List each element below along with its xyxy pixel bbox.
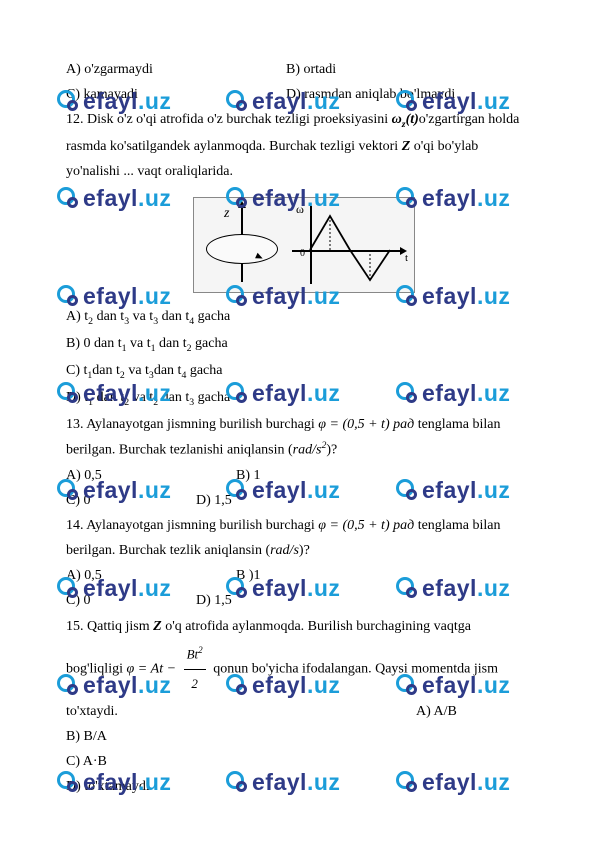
q12-line1: 12. Disk o'z o'qi atrofida o'z burchak t…	[66, 108, 542, 133]
q15-num-sup: 2	[198, 645, 203, 655]
q13-pre: 13. Aylanayotgan jismning burilish burch…	[66, 417, 318, 432]
od-m2: va t	[129, 390, 153, 405]
z-label: z	[224, 206, 229, 222]
q13-formula: φ = (0,5 + t) рад	[318, 417, 414, 432]
q13-ab: A) 0,5B) 1	[66, 464, 542, 487]
q14-formula: φ = (0,5 + t) рад	[318, 518, 414, 533]
q12-line3: yo'nalishi ... vaqt oraliqlarida.	[66, 160, 542, 183]
q14-cd: C) 0D) 1,5	[66, 589, 542, 612]
q15-line1: 15. Qattiq jism Z o'q atrofida aylanmoqd…	[66, 615, 542, 638]
q15-l2-post: qonun bo'yicha ifodalangan. Qaysi moment…	[213, 661, 498, 676]
oa-pre: A) t	[66, 309, 88, 324]
q13-b: B) 1	[236, 468, 261, 483]
q15-line3: to'xtaydi. A) A/B	[66, 700, 542, 723]
q12-opt-b: B) 0 dan t1 va t1 dan t2 gacha	[66, 332, 542, 357]
q15-z: Z	[153, 619, 162, 634]
q12-line2: rasmda ko'satilgandek aylanmoqda. Burcha…	[66, 135, 542, 158]
q14-l2-pre: berilgan. Burchak tezlik aniqlansin (	[66, 543, 270, 558]
q15-line2: bog'liqligi φ = At − Bt2 2 qonun bo'yich…	[66, 640, 542, 699]
q15-phi: φ = At −	[126, 661, 176, 676]
q14-c: C) 0	[66, 589, 196, 612]
oa-m2: va t	[129, 309, 153, 324]
opt-b: B) ortadi	[286, 58, 542, 81]
q15-num-txt: Bt	[187, 646, 199, 661]
od-pre: D) t	[66, 390, 88, 405]
q15-frac-den: 2	[184, 670, 206, 699]
q15-opt-c: C) A·B	[66, 750, 542, 773]
ob-m2: dan t	[156, 336, 187, 351]
page-root: A) o'zgarmaydi B) ortadi C) kamayadi D) …	[0, 0, 596, 842]
q12-l2-post: o'qi bo'ylab	[410, 139, 478, 154]
q12-l2-pre: rasmda ko'satilgandek aylanmoqda. Burcha…	[66, 139, 402, 154]
q13-l2-pre: berilgan. Burchak tezlanishi aniqlansin …	[66, 443, 293, 458]
q12-opt-c: C) t1dan t2 va t3dan t4 gacha	[66, 359, 542, 384]
q12-diagram: z ω t 0	[193, 197, 415, 293]
oc-m1: dan t	[92, 363, 120, 378]
q14-d: D) 1,5	[196, 593, 232, 608]
q15-opt-d: D) to'xtamaydi	[66, 775, 542, 798]
q12-t: (t)	[406, 112, 419, 127]
q14-b: B )1	[236, 568, 261, 583]
q14-line1: 14. Aylanayotgan jismning burilish burch…	[66, 514, 542, 537]
q12-l1-pre: 12. Disk o'z o'qi atrofida o'z burchak t…	[66, 112, 392, 127]
q13-unit: rad/s	[293, 443, 322, 458]
q13-c: C) 0	[66, 489, 196, 512]
q13-l2-post: )?	[326, 443, 337, 458]
disk-ellipse	[206, 234, 278, 264]
q13-line1: 13. Aylanayotgan jismning burilish burch…	[66, 413, 542, 436]
opt-c: C) kamayadi	[66, 83, 286, 106]
q15-l3: to'xtaydi.	[66, 700, 416, 723]
q14-line2: berilgan. Burchak tezlik aniqlansin (rad…	[66, 539, 542, 562]
ob-post: gacha	[192, 336, 228, 351]
q14-post: tenglama bilan	[414, 518, 500, 533]
prev-answers-row1: A) o'zgarmaydi B) ortadi	[66, 58, 542, 81]
q14-ab: A) 0,5B )1	[66, 564, 542, 587]
q14-l2-post: )?	[299, 543, 310, 558]
q15-frac: Bt2 2	[184, 640, 206, 699]
oa-m3: dan t	[158, 309, 189, 324]
ob-m1: va t	[127, 336, 151, 351]
q13-d: D) 1,5	[196, 493, 232, 508]
q12-omega: ω	[392, 112, 402, 127]
q15-a: A) A/B	[416, 700, 457, 723]
oa-post: gacha	[194, 309, 230, 324]
q13-post: tenglama bilan	[414, 417, 500, 432]
q15-opt-b: B) B/A	[66, 725, 542, 748]
q14-a: A) 0,5	[66, 564, 236, 587]
q12-opt-d: D) t1 dan t2 va t2 dan t3 gacha	[66, 386, 542, 411]
oa-m1: dan t	[93, 309, 124, 324]
q12-opt-a: A) t2 dan t3 va t3 dan t4 gacha	[66, 305, 542, 330]
od-post: gacha	[194, 390, 230, 405]
od-m3: dan t	[158, 390, 189, 405]
q14-unit: rad/s	[270, 543, 299, 558]
od-m1: dan t	[93, 390, 124, 405]
q14-pre: 14. Aylanayotgan jismning burilish burch…	[66, 518, 318, 533]
q12-z: Z	[402, 139, 411, 154]
oc-m2: va t	[125, 363, 149, 378]
prev-answers-row2: C) kamayadi D) rasmdan aniqlab bo'lmaydi	[66, 83, 542, 106]
oc-m3: dan t	[154, 363, 182, 378]
omega-plot: ω t 0	[292, 204, 408, 288]
triangle-wave	[292, 204, 408, 288]
opt-a: A) o'zgarmaydi	[66, 58, 286, 81]
q12-l1-post: o'zgartirgan holda	[419, 112, 520, 127]
q15-frac-num: Bt2	[184, 640, 206, 670]
q15-l1-post: o'q atrofida aylanmoqda. Burilish burcha…	[162, 619, 471, 634]
opt-d: D) rasmdan aniqlab bo'lmaydi	[286, 83, 542, 106]
q13-cd: C) 0D) 1,5	[66, 489, 542, 512]
q13-line2: berilgan. Burchak tezlanishi aniqlansin …	[66, 438, 542, 462]
q15-l2-pre: bog'liqligi	[66, 661, 126, 676]
q15-l1-pre: 15. Qattiq jism	[66, 619, 153, 634]
q13-a: A) 0,5	[66, 464, 236, 487]
ob-pre: B) 0 dan t	[66, 336, 122, 351]
oc-pre: C) t	[66, 363, 87, 378]
oc-post: gacha	[186, 363, 222, 378]
